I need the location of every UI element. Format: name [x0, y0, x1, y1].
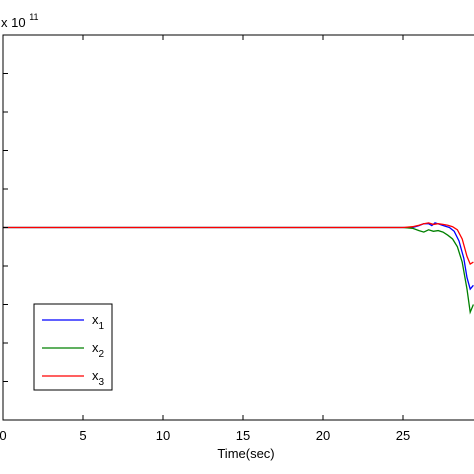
- scale-factor-base: x 10: [1, 15, 26, 30]
- x-tick-label: 5: [79, 428, 86, 443]
- legend-label-x1: x1: [92, 312, 105, 332]
- x-tick-label: 20: [316, 428, 330, 443]
- x-axis-ticks: 0 5 10 15 20 25: [0, 35, 410, 443]
- legend-label-x2: x2: [92, 340, 105, 360]
- x-tick-label: 0: [0, 428, 7, 443]
- scale-factor-exponent: 11: [29, 12, 38, 22]
- x-tick-label: 25: [396, 428, 410, 443]
- legend-label-x3: x3: [92, 368, 105, 388]
- y-axis-ticks: [3, 34, 8, 421]
- x-tick-label: 15: [236, 428, 250, 443]
- series-layer: [3, 222, 474, 315]
- legend: x1 x2 x3: [33, 303, 113, 391]
- x-axis-label: Time(sec): [217, 446, 274, 461]
- scale-factor-label: x 10 11: [1, 12, 39, 30]
- x-tick-label: 10: [156, 428, 170, 443]
- series-line-x3: [3, 222, 474, 266]
